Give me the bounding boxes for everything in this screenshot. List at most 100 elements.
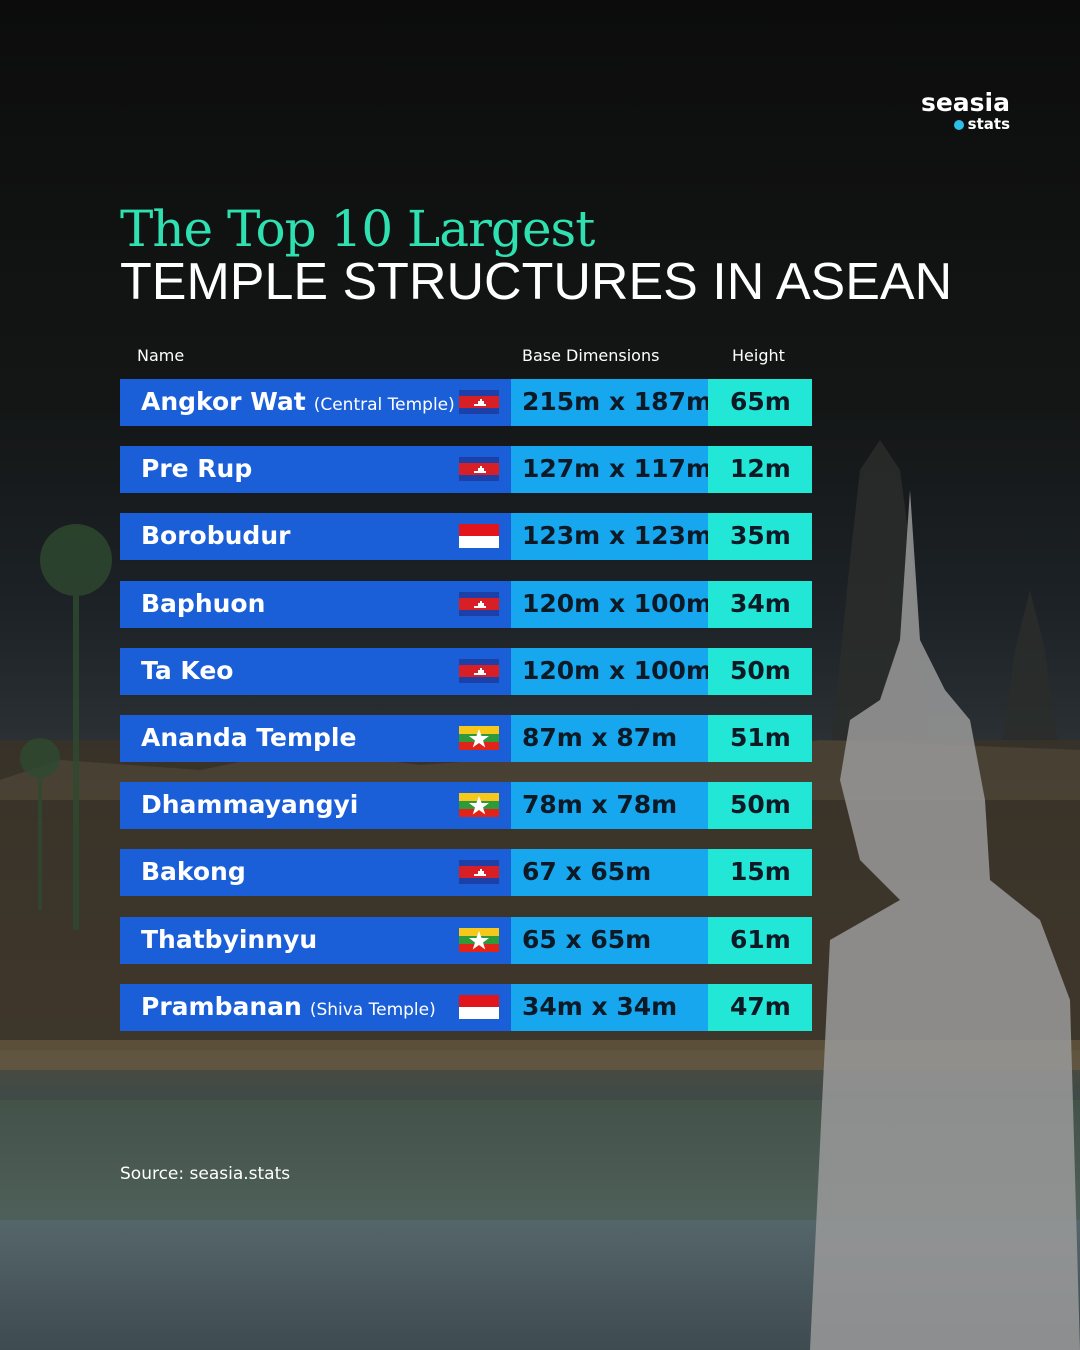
flag [459,457,499,482]
temple-name: Bakong [141,857,246,887]
temple-name: Thatbyinnyu [141,924,318,954]
name-cell: Angkor Wat (Central Temple) [120,379,511,426]
flag [459,658,499,683]
dimensions-text: 67 x 65m [522,857,652,887]
table-row: Borobudur 123m x 123m 35m [120,513,812,561]
table-row: Angkor Wat (Central Temple) 215m x 187m 65m [120,379,812,426]
name-cell: Dhammayangyi [120,782,511,830]
temple-name: Ta Keo [141,655,234,685]
height-cell: 50m [708,647,812,695]
header-name: Name [137,346,185,365]
header-dimensions: Base Dimensions [522,346,660,365]
name-text: Dhammayangyi [141,782,358,827]
name-cell: Borobudur [120,513,511,561]
height-text: 51m [730,723,791,752]
table-row: Dhammayangyi 78m x 78m 50m [120,782,812,830]
table-row: Ta Keo 120m x 100m 50m [120,647,812,695]
temple-note: (Shiva Temple) [309,999,436,1020]
temple-name: Prambanan [141,991,302,1021]
height-cell: 61m [708,916,812,964]
table-row: Baphuon 120m x 100m 34m [120,580,812,628]
dimensions-cell: 127m x 117m [511,446,712,494]
name-cell: Pre Rup [120,446,511,494]
title-line-2: TEMPLE STRUCTURES IN ASEAN [120,253,953,311]
name-cell: Thatbyinnyu [120,916,511,964]
flag [459,591,499,616]
name-cell: Bakong [120,849,511,897]
brand-name: seasia [920,88,1010,117]
flag [459,524,499,549]
dimensions-cell: 34m x 34m [511,983,708,1031]
dimensions-cell: 87m x 87m [511,715,708,762]
height-text: 12m [730,454,791,484]
temple-name: Angkor Wat [141,387,306,416]
dimensions-text: 123m x 123m [522,521,713,551]
dimensions-cell: 67 x 65m [511,849,708,897]
name-text: Ananda Temple [141,715,356,760]
name-text: Baphuon [141,581,265,626]
dimensions-text: 65 x 65m [522,924,652,954]
temple-note: (Central Temple) [313,395,455,415]
dimensions-text: 215m x 187m [522,387,713,416]
height-cell: 15m [708,849,812,897]
temple-name: Baphuon [141,588,266,618]
name-cell: Baphuon [120,580,511,628]
name-text: Angkor Wat (Central Temple) [141,379,455,428]
table-row: Bakong 67 x 65m 15m [120,849,812,897]
height-cell: 35m [708,513,812,561]
name-cell: Ananda Temple [120,715,511,762]
brand: seasia stats [920,88,1010,133]
height-text: 47m [730,991,791,1021]
flag [459,994,499,1019]
name-cell: Ta Keo [120,647,511,695]
dimensions-text: 87m x 87m [522,723,678,752]
source: Source: seasia.stats [120,1164,291,1184]
dimensions-cell: 120m x 100m [511,647,712,695]
dimensions-text: 120m x 100m [522,588,713,618]
temple-name: Pre Rup [141,454,253,484]
name-text: Borobudur [141,513,290,558]
height-cell: 65m [708,379,812,426]
height-text: 35m [730,521,791,551]
height-cell: 50m [708,782,812,830]
height-text: 15m [730,857,791,887]
dimensions-text: 34m x 34m [522,991,678,1021]
flag [459,860,499,885]
height-cell: 47m [708,983,812,1031]
brand-sub: stats [921,116,1010,132]
name-text: Prambanan (Shiva Temple) [141,984,436,1033]
dimensions-cell: 215m x 187m [511,379,712,426]
flag [459,927,499,952]
flag [459,390,499,414]
flag [459,793,499,818]
table-row: Ananda Temple 87m x 87m 51m [120,715,812,762]
dimensions-text: 120m x 100m [522,655,713,685]
name-text: Ta Keo [141,648,233,693]
height-cell: 12m [708,446,812,494]
title-line-1: The Top 10 Largest [120,200,595,258]
name-text: Pre Rup [141,446,252,491]
temple-name: Dhammayangyi [141,790,359,820]
height-cell: 51m [708,715,812,762]
name-text: Thatbyinnyu [141,917,317,962]
name-text: Bakong [141,849,246,894]
table-row: Prambanan (Shiva Temple) 34m x 34m 47m [120,983,812,1033]
height-text: 65m [730,387,791,416]
dimensions-text: 127m x 117m [522,454,713,484]
flag [459,726,499,750]
height-text: 34m [730,588,791,618]
height-text: 50m [730,790,791,820]
height-text: 50m [730,655,791,685]
header-height: Height [732,346,785,365]
table-row: Pre Rup 127m x 117m 12m [120,446,812,494]
dimensions-text: 78m x 78m [522,790,678,820]
temple-name: Ananda Temple [141,723,357,752]
height-cell: 34m [708,580,812,628]
temple-name: Borobudur [141,521,291,551]
dimensions-cell: 123m x 123m [511,513,712,561]
name-cell: Prambanan (Shiva Temple) [120,983,511,1033]
height-text: 61m [730,924,791,954]
table-row: Thatbyinnyu 65 x 65m 61m [120,916,812,964]
dimensions-cell: 65 x 65m [511,916,708,964]
